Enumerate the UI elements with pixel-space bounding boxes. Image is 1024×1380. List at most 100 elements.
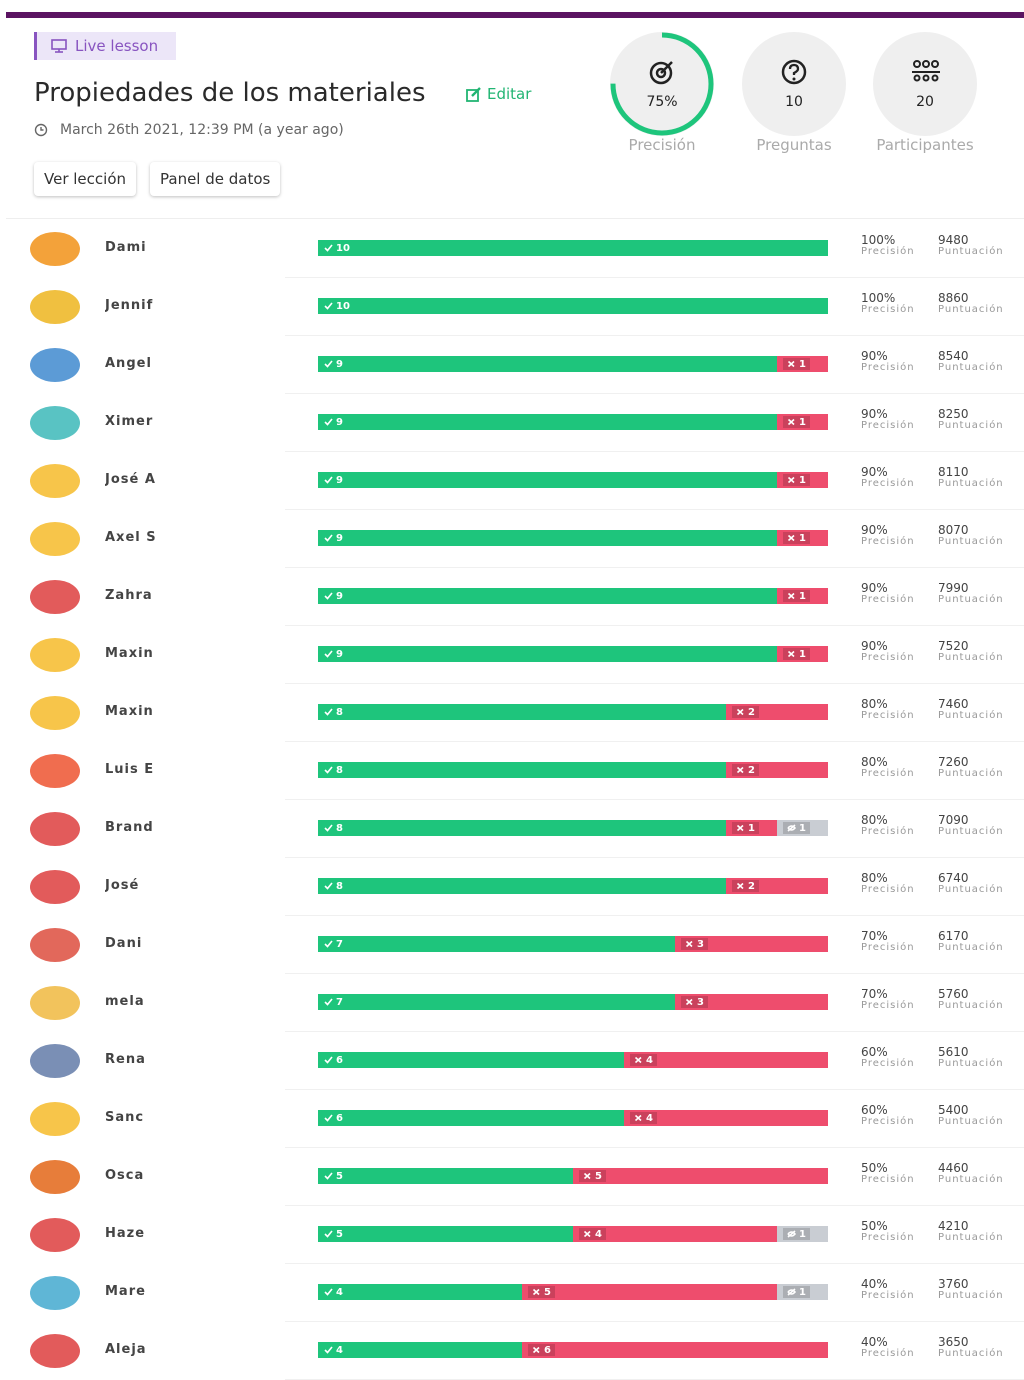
segment-count: 8 [336,881,343,892]
segment-label: 9 [324,649,343,660]
segment-label: 5 [324,1171,343,1182]
score-value: 8860 [938,292,1004,304]
segment-label: 1 [783,1228,810,1240]
incorrect-segment: 2 [726,704,828,720]
incorrect-segment: 1 [777,414,828,430]
accuracy-label: Precisión [861,1116,915,1128]
score: 7260Puntuación [938,756,1004,780]
segment-label: 4 [630,1054,657,1066]
segment-label: 10 [324,243,350,254]
accuracy-value: 90% [861,524,915,536]
segment-label: 1 [783,648,810,660]
segment-count: 9 [336,533,343,544]
incorrect-segment: 4 [624,1052,828,1068]
avatar [30,1102,80,1136]
score-value: 8110 [938,466,1004,478]
accuracy-label: Precisión [861,478,915,490]
check-icon [324,940,333,948]
score-label: Puntuación [938,304,1004,316]
view-lesson-button[interactable]: Ver lección [34,162,136,196]
segment-count: 9 [336,649,343,660]
segment-label: 4 [324,1287,343,1298]
accuracy-value: 50% [861,1220,915,1232]
participants-stat: 20 Participantes [873,32,977,154]
correct-segment: 9 [318,472,777,488]
accuracy: 90%Precisión [861,524,915,548]
segment-count: 4 [336,1345,343,1356]
segment-label: 8 [324,765,343,776]
cross-icon [787,418,796,426]
avatar [30,986,80,1020]
participant-row: Jennif10100%Precisión8860Puntuación [0,278,1024,336]
accuracy: 90%Precisión [861,640,915,664]
avatar [30,812,80,846]
accuracy-value: 90% [861,350,915,362]
participant-name: Maxin [105,646,155,661]
score-value: 6740 [938,872,1004,884]
incorrect-segment: 1 [777,530,828,546]
score: 6170Puntuación [938,930,1004,954]
stat-value: 20 [873,94,977,110]
data-panel-button[interactable]: Panel de datos [150,162,280,196]
answer-bar: 55 [318,1168,828,1184]
score-label: Puntuación [938,826,1004,838]
accuracy-value: 80% [861,872,915,884]
incorrect-segment: 6 [522,1342,828,1358]
check-icon [324,592,333,600]
incorrect-segment: 4 [573,1226,777,1242]
edit-link[interactable]: Editar [466,85,531,103]
accuracy: 80%Precisión [861,698,915,722]
accuracy-label: Precisión [861,884,915,896]
accuracy-label: Precisión [861,710,915,722]
accuracy-value: 60% [861,1046,915,1058]
accuracy-value: 80% [861,814,915,826]
participant-name: Aleja [105,1342,155,1357]
accuracy-value: 40% [861,1278,915,1290]
score-value: 6170 [938,930,1004,942]
participant-row: Dani7370%Precisión6170Puntuación [0,916,1024,974]
score-value: 5610 [938,1046,1004,1058]
avatar [30,406,80,440]
accuracy-label: Precisión [861,768,915,780]
accuracy-label: Precisión [861,1058,915,1070]
lesson-title: Propiedades de los materiales [34,78,426,108]
answer-bar: 73 [318,936,828,952]
segment-label: 8 [324,881,343,892]
check-icon [324,1288,333,1296]
segment-count: 9 [336,591,343,602]
score: 4210Puntuación [938,1220,1004,1244]
segment-label: 2 [732,706,759,718]
participant-name: Rena [105,1052,155,1067]
participant-row: Mare45140%Precisión3760Puntuación [0,1264,1024,1322]
cross-icon [787,592,796,600]
score-value: 7260 [938,756,1004,768]
segment-count: 10 [336,301,350,312]
score-label: Puntuación [938,1174,1004,1186]
segment-label: 1 [783,532,810,544]
segment-count: 4 [646,1113,653,1124]
score-value: 8250 [938,408,1004,420]
segment-label: 8 [324,823,343,834]
score-label: Puntuación [938,420,1004,432]
accuracy-value: 90% [861,408,915,420]
incorrect-segment: 1 [777,472,828,488]
correct-segment: 9 [318,646,777,662]
check-icon [324,1114,333,1122]
incorrect-segment: 3 [675,936,828,952]
answer-bar: 82 [318,704,828,720]
segment-count: 4 [595,1229,602,1240]
score: 7460Puntuación [938,698,1004,722]
stat-value: 75% [610,94,714,110]
check-icon [324,998,333,1006]
segment-label: 5 [324,1229,343,1240]
participant-name: Brand [105,820,155,835]
accuracy-label: Precisión [861,304,915,316]
score-value: 4460 [938,1162,1004,1174]
check-icon [324,476,333,484]
correct-segment: 10 [318,298,828,314]
score: 8250Puntuación [938,408,1004,432]
